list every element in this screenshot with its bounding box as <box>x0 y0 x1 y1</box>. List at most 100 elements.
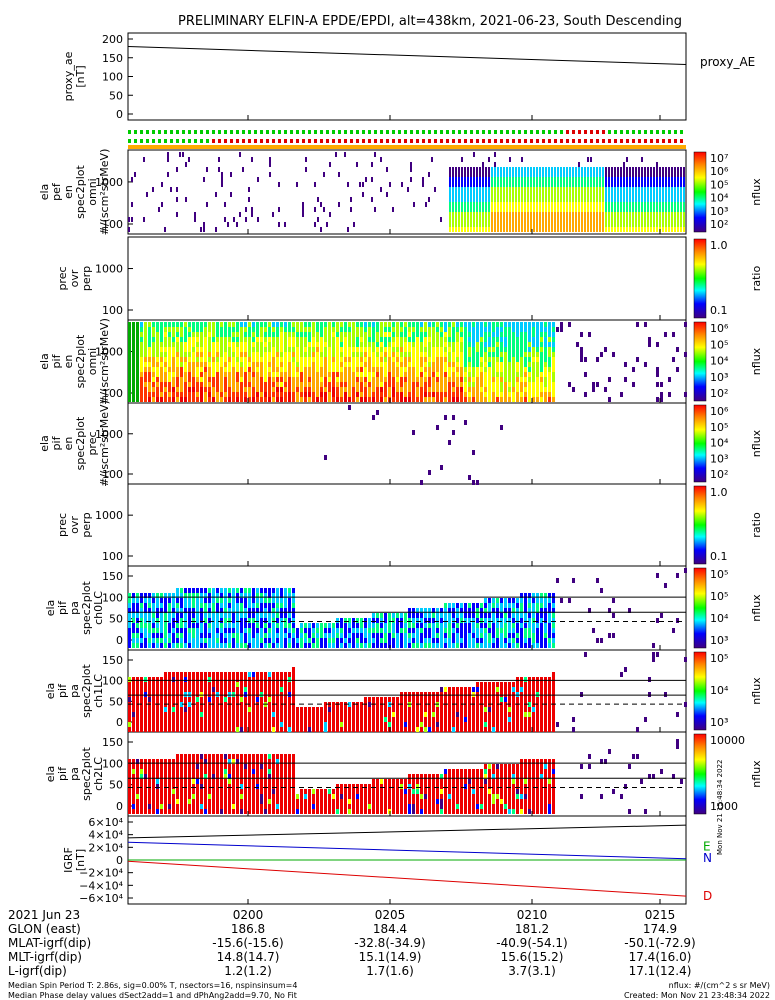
panel-ylabel-epdi-omni: ela pif en spec2plot omni #/(scm²strMeV) <box>38 318 111 405</box>
figure-title: PRELIMINARY ELFIN-A EPDE/EPDI, alt=438km… <box>178 14 682 29</box>
ylabel-line: spec2plot <box>74 334 87 388</box>
colorbar-tick-label: 10⁵ <box>710 338 728 351</box>
colorbar-label: ratio <box>750 266 763 292</box>
igrf-line-D <box>127 860 687 897</box>
panel-ylabel-igrf: IGRF [nT] <box>62 847 87 873</box>
colorbar-tick-label: 10⁶ <box>710 405 729 418</box>
xtick-label: 0215 <box>645 908 676 922</box>
colorbar-tick-label: 10⁴ <box>710 437 729 450</box>
ytick-label: 50 <box>109 89 123 102</box>
ytick-label: 1000 <box>95 428 123 441</box>
colorbar-tick-label: 10⁵ <box>710 568 728 581</box>
panel-ylabel-proxy_ae: proxy_ae [nT] <box>62 51 87 101</box>
colorbar-pa-ch0 <box>693 567 707 649</box>
ytick-label: 50 <box>109 779 123 792</box>
ylabel-line: pif <box>50 435 63 450</box>
heatmap-cells-pa-ch2 <box>128 739 683 814</box>
ylabel-line: ovr <box>68 516 81 534</box>
ylabel-line: pa <box>68 767 81 781</box>
colorbar-tick-label: 10² <box>710 468 728 481</box>
colorbar-pa-ch2 <box>693 733 707 815</box>
series-label-E: E <box>703 840 711 854</box>
ylabel-line: ela <box>38 184 51 201</box>
ytick-label: 100 <box>102 550 123 563</box>
ylabel-line: pif <box>56 600 69 615</box>
footer-left-2: Median Phase delay values dSect2add=1 an… <box>8 991 297 1000</box>
ytick-label: 0 <box>116 800 123 813</box>
colorbar-pa-ch1 <box>693 651 707 731</box>
colorbar-tick-label: 10³ <box>710 371 728 384</box>
ylabel-line: spec2plot <box>80 664 93 718</box>
ytick-label: 2×10⁴ <box>88 841 123 854</box>
ytick-label: 100 <box>102 675 123 688</box>
ytick-label: 6×10⁴ <box>88 816 123 829</box>
timestamp-stamp: Mon Nov 21 15:48:34 2022 <box>716 760 724 855</box>
ylabel-line: omni <box>86 348 99 375</box>
row-value: 186.8 <box>231 922 265 936</box>
colorbar-tick-label: 10⁵ <box>710 652 728 665</box>
xtick-label: 0210 <box>517 908 548 922</box>
ytick-label: 0 <box>116 634 123 647</box>
ytick-label: 100 <box>102 71 123 84</box>
igrf-line-E <box>127 824 687 839</box>
heatmap-cells-pa-ch0 <box>128 568 687 648</box>
ytick-label: 1000 <box>95 263 123 276</box>
colorbar-tick-label: 1.0 <box>710 486 728 499</box>
ylabel-line: en <box>62 185 75 199</box>
row-label: L-igrf(dip) <box>8 964 67 978</box>
ylabel-line: [nT] <box>74 65 87 87</box>
heatmap-cells-epdi-omni <box>128 322 687 402</box>
colorbar-label: nflux <box>750 178 763 206</box>
series-label-D: D <box>703 889 712 903</box>
ytick-label: 150 <box>102 736 123 749</box>
panel-frame-epde-ratio <box>127 236 687 321</box>
ylabel-line: [nT] <box>74 849 87 871</box>
row-value: 1.2(1.2) <box>224 964 272 978</box>
panel-ylabel-epdi-prec: ela pif en spec2plot prec #/(scm²strMeV) <box>38 400 111 487</box>
igrf-line-N <box>127 841 687 860</box>
ylabel-line: spec2plot <box>80 747 93 801</box>
colorbar-tick-label: 10² <box>710 218 728 231</box>
colorbar-tick-label: 10000 <box>710 734 745 747</box>
row-value: -32.8(-34.9) <box>354 936 425 950</box>
ylabel-line: perp <box>80 512 93 537</box>
series-label-N: N <box>703 851 712 865</box>
ytick-label: 150 <box>102 52 123 65</box>
ylabel-line: ela <box>38 435 51 452</box>
colorbar-label: nflux <box>750 677 763 705</box>
flag-bars <box>128 130 686 149</box>
colorbar-tick-label: 10⁵ <box>710 421 728 434</box>
ytick-label: −2×10⁴ <box>79 867 123 880</box>
colorbar-tick-label: 10³ <box>710 205 728 218</box>
colorbar-label: nflux <box>750 594 763 622</box>
row-value: 15.1(14.9) <box>359 950 422 964</box>
ytick-label: 50 <box>109 613 123 626</box>
colorbar-tick-label: 10⁴ <box>710 612 729 625</box>
ytick-label: 100 <box>102 387 123 400</box>
colorbar-label: nflux <box>750 760 763 788</box>
colorbar-tick-label: 10⁵ <box>710 178 728 191</box>
panel-ylabel-pa-ch2: ela pif pa spec2plot ch2LC <box>44 747 105 801</box>
ytick-label: 1000 <box>95 346 123 359</box>
ylabel-line: #/(scm²strMeV) <box>98 400 111 487</box>
ytick-label: 50 <box>109 695 123 708</box>
row-value: 181.2 <box>515 922 549 936</box>
ylabel-line: prec <box>86 431 99 455</box>
ytick-label: 200 <box>102 33 123 46</box>
panel-ylabel-pa-ch0: ela pif pa spec2plot ch0LC <box>44 581 105 635</box>
ylabel-line: prec <box>56 266 69 290</box>
footer-right-1: nflux: #/(cm^2 s sr MeV) <box>669 981 770 990</box>
ylabel-line: ela <box>38 353 51 370</box>
ytick-label: 1000 <box>95 509 123 522</box>
ylabel-line: proxy_ae <box>62 51 75 101</box>
ylabel-line: ch0LC <box>92 591 105 625</box>
ytick-label: 4×10⁴ <box>88 829 123 842</box>
colorbar-epde-omni <box>693 151 707 233</box>
ylabel-line: pif <box>56 683 69 698</box>
panel-ylabel-epde-ratio: prec ovr perp <box>56 266 93 291</box>
ylabel-line: #/(scm²strMeV) <box>98 318 111 405</box>
ylabel-line: ch1LC <box>92 674 105 708</box>
ylabel-line: ela <box>44 683 57 700</box>
colorbar-tick-label: 10⁶ <box>710 165 729 178</box>
